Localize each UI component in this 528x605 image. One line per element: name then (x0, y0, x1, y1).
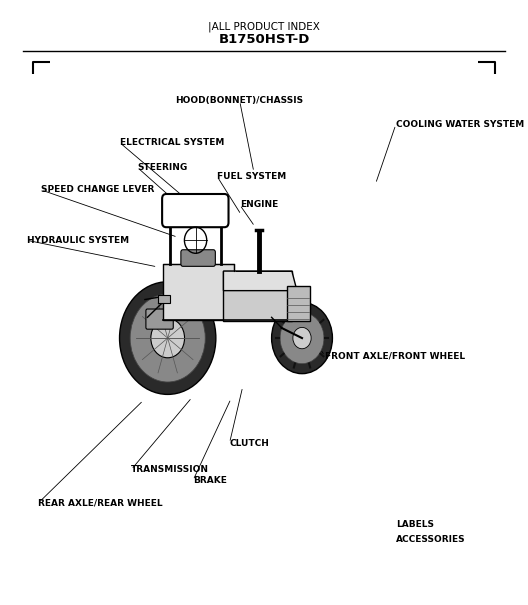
Circle shape (130, 294, 205, 382)
FancyBboxPatch shape (287, 286, 309, 321)
Text: B1750HST-D: B1750HST-D (218, 33, 310, 46)
Text: HOOD(BONNET)/CHASSIS: HOOD(BONNET)/CHASSIS (176, 96, 304, 105)
FancyBboxPatch shape (146, 309, 173, 329)
Text: ELECTRICAL SYSTEM: ELECTRICAL SYSTEM (119, 138, 224, 147)
Text: REAR AXLE/REAR WHEEL: REAR AXLE/REAR WHEEL (39, 499, 163, 508)
Circle shape (271, 302, 333, 374)
FancyBboxPatch shape (162, 194, 229, 227)
Polygon shape (223, 271, 297, 290)
Text: FRONT AXLE/FRONT WHEEL: FRONT AXLE/FRONT WHEEL (325, 352, 465, 361)
Text: CLUTCH: CLUTCH (230, 439, 269, 448)
FancyBboxPatch shape (163, 264, 233, 320)
Text: STEERING: STEERING (137, 163, 187, 172)
Text: ENGINE: ENGINE (240, 200, 278, 209)
Text: COOLING WATER SYSTEM: COOLING WATER SYSTEM (396, 120, 524, 129)
Text: LABELS: LABELS (396, 520, 434, 529)
Text: BRAKE: BRAKE (193, 476, 227, 485)
Circle shape (293, 327, 311, 348)
Text: FUEL SYSTEM: FUEL SYSTEM (218, 172, 287, 182)
FancyBboxPatch shape (223, 271, 292, 321)
Text: HYDRAULIC SYSTEM: HYDRAULIC SYSTEM (27, 236, 129, 245)
FancyBboxPatch shape (157, 295, 170, 302)
Text: SPEED CHANGE LEVER: SPEED CHANGE LEVER (41, 185, 154, 194)
Text: ACCESSORIES: ACCESSORIES (396, 535, 465, 544)
Circle shape (119, 282, 216, 394)
Circle shape (280, 312, 324, 364)
Text: TRANSMISSION: TRANSMISSION (131, 465, 209, 474)
FancyBboxPatch shape (181, 250, 215, 266)
Circle shape (151, 318, 185, 358)
Text: |ALL PRODUCT INDEX: |ALL PRODUCT INDEX (208, 22, 320, 32)
